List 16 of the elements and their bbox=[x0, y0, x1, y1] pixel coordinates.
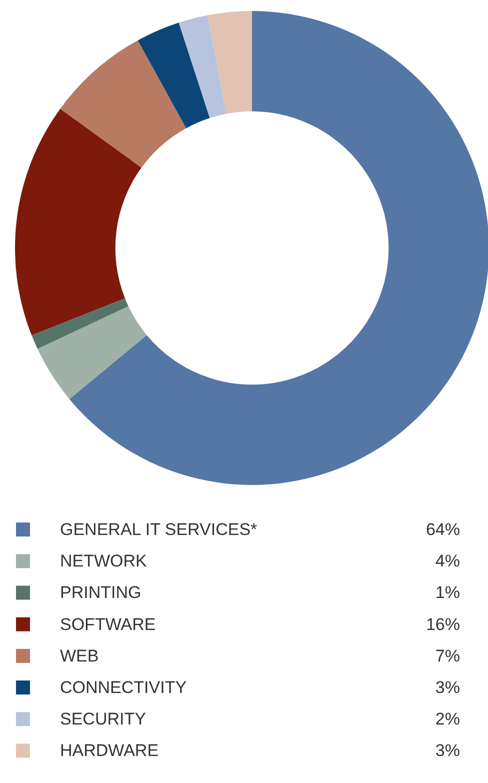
data-label: 3% bbox=[435, 678, 460, 697]
data-label: 7% bbox=[435, 646, 460, 666]
legend-label: GENERAL IT SERVICES* bbox=[60, 520, 258, 539]
data-label: 16% bbox=[426, 614, 460, 634]
legend-label: PRINTING bbox=[60, 583, 142, 602]
data-label: 2% bbox=[435, 710, 460, 729]
legend-label: SECURITY bbox=[60, 710, 146, 729]
data-label: 4% bbox=[435, 552, 460, 571]
legend-label: NETWORK bbox=[60, 552, 148, 571]
legend-label: WEB bbox=[60, 646, 99, 666]
data-label: 1% bbox=[435, 583, 460, 602]
data-label: 3% bbox=[435, 741, 460, 760]
data-label: 64% bbox=[426, 520, 460, 539]
legend-label: CONNECTIVITY bbox=[60, 678, 187, 697]
legend-label: HARDWARE bbox=[60, 741, 159, 760]
legend-label: SOFTWARE bbox=[60, 614, 156, 634]
